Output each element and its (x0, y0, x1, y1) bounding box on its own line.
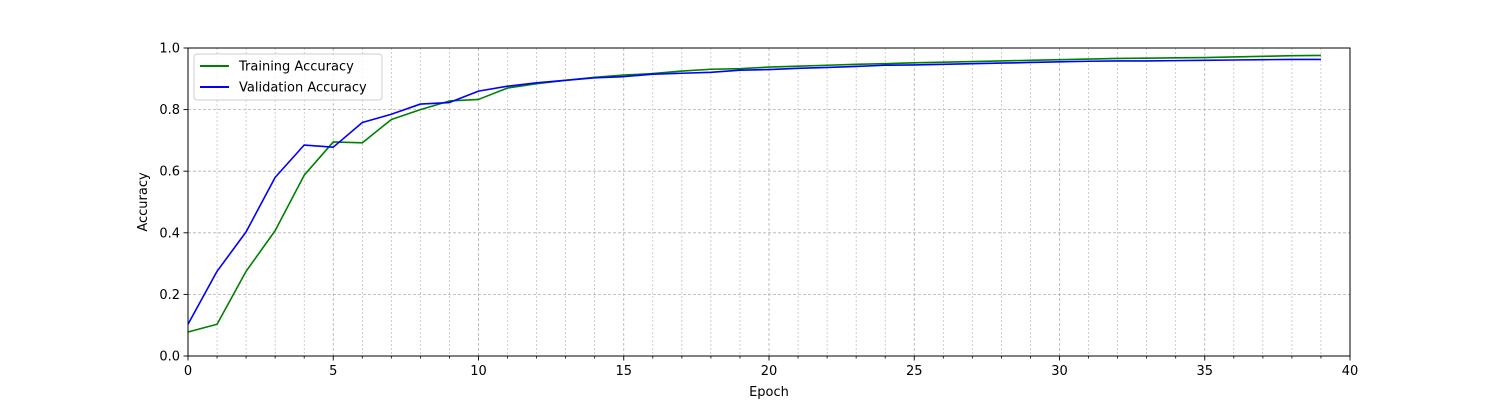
legend-label-validation: Validation Accuracy (239, 81, 367, 96)
x-tick-label: 40 (1342, 364, 1359, 379)
legend: Training Accuracy Validation Accuracy (193, 53, 383, 101)
minor-gridlines (216, 48, 1322, 356)
x-tick-label: 25 (906, 364, 923, 379)
x-tick-label: 10 (470, 364, 487, 379)
series-layer (187, 54, 1321, 333)
y-tick-label: 0.0 (159, 350, 180, 365)
legend-box (193, 53, 383, 101)
y-tick-label: 1.0 (159, 42, 180, 57)
y-tick-label: 0.6 (159, 165, 180, 180)
legend-label-training: Training Accuracy (238, 60, 354, 75)
y-axis-label: Accuracy (136, 172, 151, 232)
x-axis-label: Epoch (749, 385, 789, 400)
y-tick-label: 0.8 (159, 103, 180, 118)
series-line-validation (187, 58, 1321, 325)
x-tick-label: 30 (1051, 364, 1068, 379)
x-tick-label: 20 (761, 364, 778, 379)
series-line-training (187, 54, 1321, 333)
y-tick-label: 0.4 (159, 226, 180, 241)
y-axis-ticks: 0.0 0.2 0.4 0.6 0.8 1.0 (159, 42, 188, 365)
x-tick-label: 15 (615, 364, 632, 379)
y-tick-label: 0.2 (159, 288, 180, 303)
x-tick-label: 5 (329, 364, 337, 379)
x-tick-label: 0 (184, 364, 192, 379)
x-tick-label: 35 (1196, 364, 1213, 379)
x-axis-ticks: 0 5 10 15 20 25 30 35 40 (184, 356, 1358, 379)
